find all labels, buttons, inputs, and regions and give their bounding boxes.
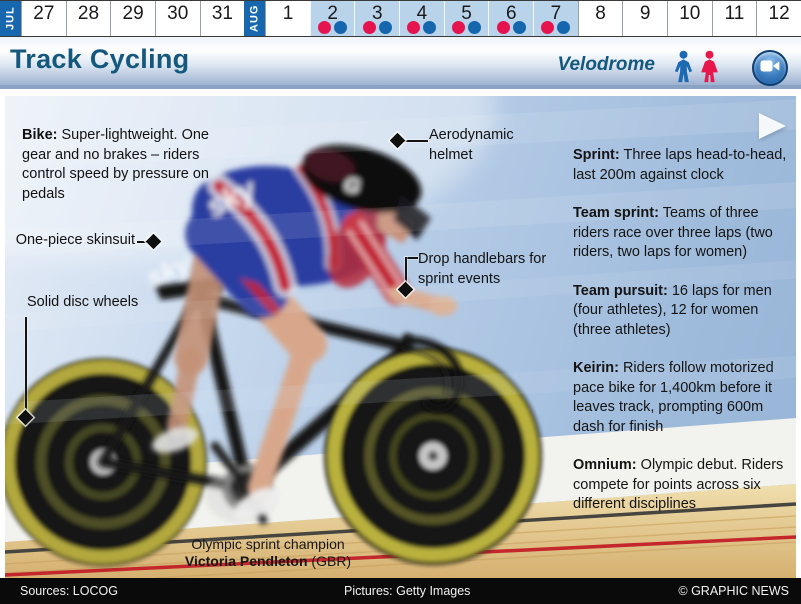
callout-solid-disc-wheels: Solid disc wheels — [27, 294, 139, 310]
caption-line2: Victoria Pendleton (GBR) — [150, 553, 386, 570]
event-descriptions: Sprint: Three laps head-to-head, last 20… — [573, 146, 795, 534]
event-paragraph-sprint: Sprint: Three laps head-to-head, last 20… — [573, 146, 795, 185]
event-dots — [400, 21, 444, 34]
callout-one-piece-skinsuit: One-piece skinsuit — [15, 232, 135, 248]
day-number: 2 — [327, 3, 338, 24]
blue-event-dot — [557, 21, 571, 34]
athlete-country: (GBR) — [307, 553, 352, 569]
event-term: Team pursuit: — [573, 282, 668, 299]
red-event-dot — [362, 21, 376, 34]
event-desc: Teams of three riders race over three la… — [573, 205, 773, 260]
red-event-dot — [496, 21, 510, 34]
copyright-credit: © GRAPHIC NEWS — [678, 584, 789, 598]
month-label-jul: JUL — [0, 1, 21, 36]
athlete-name: Victoria Pendleton — [184, 553, 308, 569]
callout-text: Super-lightweight. One gear and no brake… — [22, 127, 209, 202]
calendar-strip: JUL 27 28 29 30 31 AUG 1 2 3 4 5 6 7 8 9… — [0, 0, 801, 37]
sources-credit: Sources: LOCOG — [20, 584, 118, 598]
female-icon — [700, 50, 719, 88]
calendar-day: 28 — [65, 1, 111, 36]
calendar-day: 27 — [21, 1, 66, 36]
footer-bar: Sources: LOCOG Pictures: Getty Images © … — [0, 578, 801, 604]
pictures-credit: Pictures: Getty Images — [344, 584, 471, 598]
event-paragraph-team-sprint: Team sprint: Teams of three riders race … — [573, 204, 795, 263]
helmet-logo: G — [342, 174, 362, 199]
event-term: Team sprint: — [573, 205, 659, 221]
video-camera-icon — [760, 59, 780, 78]
calendar-day: 9 — [622, 1, 667, 36]
caption-line1: Olympic sprint champion — [191, 536, 345, 552]
day-number: 4 — [416, 3, 428, 24]
callout-line — [405, 257, 407, 285]
event-desc: Olympic debut. Riders compete for points… — [573, 457, 784, 512]
calendar-day-with-events: 7 — [533, 1, 578, 36]
event-desc: Three laps head-to-head, last 200m again… — [573, 147, 787, 183]
male-icon — [674, 50, 693, 88]
blue-event-dot — [423, 21, 437, 34]
red-event-dot — [318, 21, 332, 34]
calendar-day: 8 — [577, 1, 623, 36]
event-paragraph-team-pursuit: Team pursuit: 16 laps for men (four athl… — [573, 282, 795, 341]
calendar-day: 31 — [199, 1, 245, 36]
calendar-day-with-events: 3 — [354, 1, 400, 36]
red-event-dot — [452, 21, 466, 34]
cyclist-illustration: G sky sky — [5, 96, 796, 578]
header-bar: Track Cycling Velodrome — [0, 37, 801, 89]
event-term: Keirin: — [573, 360, 619, 376]
event-paragraph-omnium: Omnium: Olympic debut. Riders compete fo… — [573, 456, 795, 515]
event-dots — [445, 21, 489, 34]
event-desc: Riders follow motorized pace bike for 1,… — [573, 360, 774, 435]
event-dots — [355, 21, 399, 34]
calendar-day: 1 — [265, 1, 310, 36]
gender-icons — [674, 50, 719, 88]
event-paragraph-keirin: Keirin: Riders follow motorized pace bik… — [573, 359, 795, 437]
blue-event-dot — [468, 21, 482, 34]
calendar-day-with-events: 2 — [309, 1, 355, 36]
velodrome-photo: G sky sky Bike: Super-lightweight. One g… — [5, 96, 796, 578]
photo-caption: Olympic sprint champion Victoria Pendlet… — [150, 536, 386, 570]
day-number: 3 — [372, 3, 383, 24]
calendar-day-with-events: 6 — [488, 1, 534, 36]
calendar-day-with-events: 4 — [399, 1, 444, 36]
calendar-day-with-events: 5 — [443, 1, 489, 36]
video-button[interactable] — [752, 50, 788, 86]
blue-event-dot — [512, 21, 526, 34]
event-dots — [311, 21, 355, 34]
red-event-dot — [407, 21, 421, 34]
page-title: Track Cycling — [10, 44, 190, 74]
callout-line — [404, 140, 428, 142]
next-page-arrow-icon[interactable] — [759, 113, 786, 139]
blue-event-dot — [378, 21, 392, 34]
callout-line — [406, 257, 418, 259]
callout-drop-handlebars: Drop handlebars for sprint events — [418, 251, 547, 287]
callout-line — [137, 241, 150, 243]
calendar-day: 12 — [756, 1, 801, 36]
event-desc: 16 laps for men (four athletes), 12 for … — [573, 282, 772, 338]
day-number: 7 — [550, 3, 562, 24]
event-term: Omnium: — [573, 457, 637, 473]
callout-line — [25, 317, 27, 413]
day-number: 6 — [505, 3, 517, 24]
calendar-day: 10 — [666, 1, 712, 36]
calendar-day: 29 — [110, 1, 155, 36]
day-number: 5 — [461, 3, 472, 24]
calendar-day: 11 — [711, 1, 757, 36]
event-dots — [534, 21, 578, 34]
blue-event-dot — [334, 21, 348, 34]
red-event-dot — [541, 21, 555, 34]
event-term: Sprint: — [573, 147, 620, 163]
venue-label: Velodrome — [557, 54, 656, 75]
month-label-aug: AUG — [244, 1, 266, 36]
event-dots — [489, 21, 533, 34]
callout-lead: Bike: — [22, 127, 58, 143]
callout-aero-helmet: Aerodynamic helmet — [429, 127, 514, 163]
calendar-day: 30 — [154, 1, 200, 36]
callout-bike-note: Bike: Super-lightweight. One gear and no… — [22, 126, 234, 204]
